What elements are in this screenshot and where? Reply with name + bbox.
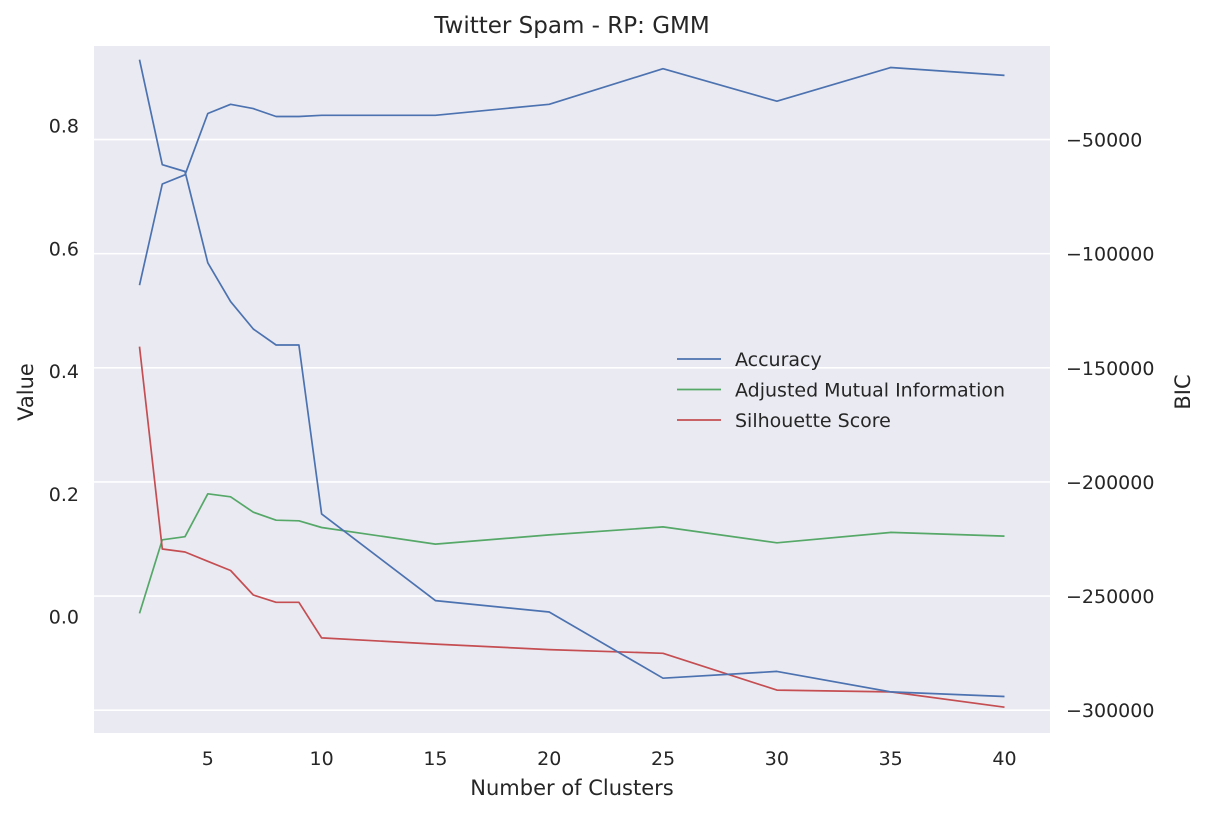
legend-label: Silhouette Score	[735, 410, 891, 432]
y-tick-label: 0.8	[49, 116, 79, 138]
y2-axis-label: BIC	[1171, 374, 1195, 409]
y-axis-ticks: 0.0 0.2 0.4 0.6 0.8	[49, 116, 79, 629]
legend: Accuracy Adjusted Mutual Information Silho…	[677, 349, 1005, 432]
x-tick-label: 30	[765, 748, 789, 770]
y-tick-label: 0.0	[49, 606, 79, 628]
x-tick-label: 35	[879, 748, 903, 770]
y2-tick-label: −100000	[1066, 244, 1154, 266]
y2-tick-label: −150000	[1066, 358, 1154, 380]
series-line-bic	[138, 59, 1005, 698]
x-axis-ticks: 5 10 15 20 25 30 35 40	[202, 748, 1017, 770]
y2-tick-label: −250000	[1066, 586, 1154, 608]
y2-tick-label: −200000	[1066, 472, 1154, 494]
y2-axis-ticks: −300000 −250000 −200000 −150000 −100000 −5000…	[1066, 130, 1154, 723]
grid-lines	[94, 138, 1050, 711]
x-tick-label: 20	[537, 748, 561, 770]
y2-tick-label: −300000	[1066, 700, 1154, 722]
series-line-adjusted-mutual-information	[138, 492, 1005, 614]
y-tick-label: 0.2	[49, 484, 79, 506]
y-axis-label: Value	[14, 363, 38, 421]
series-line-accuracy	[138, 66, 1005, 286]
x-tick-label: 15	[423, 748, 447, 770]
x-tick-label: 10	[310, 748, 334, 770]
x-tick-label: 25	[651, 748, 675, 770]
y-tick-label: 0.6	[49, 238, 79, 260]
legend-label: Adjusted Mutual Information	[735, 380, 1005, 402]
y-tick-label: 0.4	[49, 361, 79, 383]
x-tick-label: 40	[992, 748, 1016, 770]
y2-tick-label: −50000	[1066, 130, 1142, 152]
legend-label: Accuracy	[735, 349, 822, 371]
plot-area	[94, 46, 1050, 733]
x-axis-label: Number of Clusters	[470, 776, 673, 800]
x-tick-label: 5	[202, 748, 214, 770]
chart-title: Twitter Spam - RP: GMM	[433, 13, 709, 39]
series-lines	[138, 59, 1005, 709]
series-line-silhouette-score	[138, 346, 1005, 709]
